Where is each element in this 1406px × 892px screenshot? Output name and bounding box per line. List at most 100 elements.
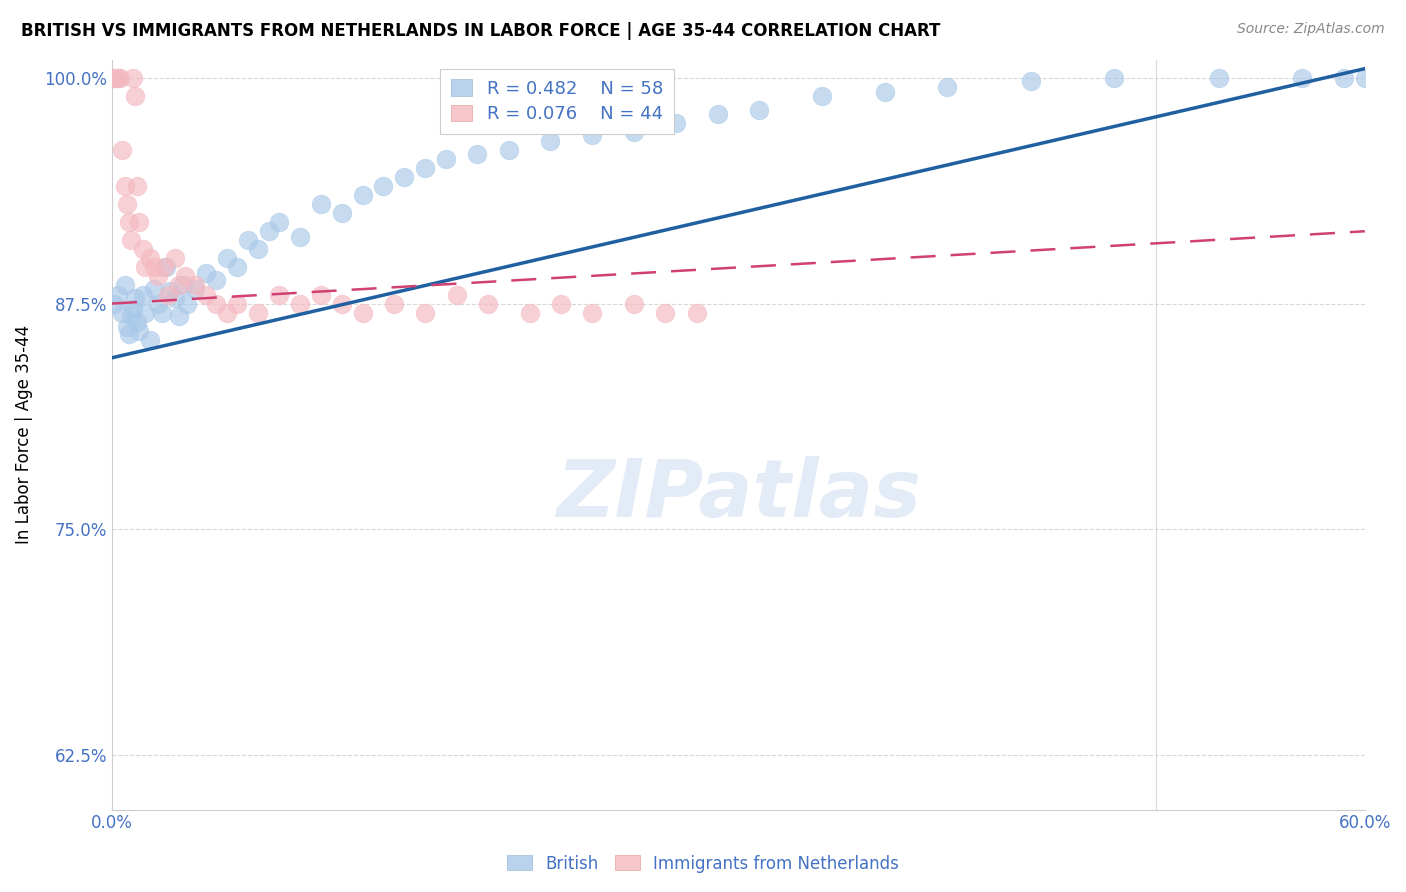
Point <box>352 188 374 202</box>
Point <box>138 252 160 266</box>
Point <box>121 301 143 316</box>
Legend: R = 0.482    N = 58, R = 0.076    N = 44: R = 0.482 N = 58, R = 0.076 N = 44 <box>440 69 673 134</box>
Point <box>226 296 249 310</box>
Point <box>103 70 125 85</box>
Point <box>226 260 249 275</box>
Point <box>1102 70 1125 85</box>
Point <box>936 79 959 94</box>
Point <box>125 315 148 329</box>
Point <box>434 152 457 166</box>
Point <box>267 215 290 229</box>
Point <box>194 287 217 301</box>
Point <box>748 103 770 118</box>
Point <box>111 305 134 319</box>
Point <box>128 215 150 229</box>
Point <box>132 243 155 257</box>
Point <box>623 125 645 139</box>
Point <box>288 296 311 310</box>
Point <box>685 305 707 319</box>
Point <box>115 197 138 211</box>
Point <box>706 107 728 121</box>
Point <box>215 252 238 266</box>
Point <box>467 146 489 161</box>
Point <box>107 70 129 85</box>
Point <box>125 179 148 194</box>
Point <box>413 161 436 175</box>
Point <box>176 296 198 310</box>
Point <box>120 233 142 247</box>
Point <box>157 287 180 301</box>
Point <box>167 309 190 323</box>
Point <box>115 320 138 334</box>
Point <box>107 287 129 301</box>
Point <box>167 278 190 293</box>
Point <box>142 260 165 275</box>
Point <box>103 296 125 310</box>
Point <box>330 206 353 220</box>
Point <box>118 327 141 342</box>
Point <box>477 296 499 310</box>
Point <box>665 116 688 130</box>
Text: ZIPatlas: ZIPatlas <box>555 456 921 533</box>
Text: BRITISH VS IMMIGRANTS FROM NETHERLANDS IN LABOR FORCE | AGE 35-44 CORRELATION CH: BRITISH VS IMMIGRANTS FROM NETHERLANDS I… <box>21 22 941 40</box>
Point <box>111 143 134 157</box>
Point <box>498 143 520 157</box>
Point <box>110 70 132 85</box>
Point <box>105 70 128 85</box>
Point <box>352 305 374 319</box>
Point <box>288 229 311 244</box>
Point <box>124 88 146 103</box>
Point <box>540 134 562 148</box>
Point <box>654 305 676 319</box>
Point <box>309 287 332 301</box>
Point <box>267 287 290 301</box>
Legend: British, Immigrants from Netherlands: British, Immigrants from Netherlands <box>501 848 905 880</box>
Point <box>114 179 136 194</box>
Point <box>1354 70 1376 85</box>
Point <box>1208 70 1230 85</box>
Point <box>581 305 603 319</box>
Point <box>550 296 572 310</box>
Point <box>163 291 186 305</box>
Point <box>132 287 155 301</box>
Point <box>811 88 834 103</box>
Point <box>159 284 181 298</box>
Point <box>1291 70 1313 85</box>
Text: Source: ZipAtlas.com: Source: ZipAtlas.com <box>1237 22 1385 37</box>
Point <box>247 243 270 257</box>
Point <box>205 296 228 310</box>
Point <box>247 305 270 319</box>
Point <box>146 296 169 310</box>
Point <box>519 305 541 319</box>
Point <box>309 197 332 211</box>
Point <box>121 70 143 85</box>
Point <box>174 269 197 284</box>
Point <box>1364 803 1386 817</box>
Point <box>150 305 173 319</box>
Point <box>394 169 416 184</box>
Point <box>215 305 238 319</box>
Y-axis label: In Labor Force | Age 35-44: In Labor Force | Age 35-44 <box>15 325 32 544</box>
Point <box>184 278 207 293</box>
Point <box>382 296 405 310</box>
Point <box>581 128 603 143</box>
Point <box>1019 74 1042 88</box>
Point <box>373 179 395 194</box>
Point <box>446 287 468 301</box>
Point <box>1333 70 1355 85</box>
Point <box>623 296 645 310</box>
Point <box>194 266 217 280</box>
Point <box>118 215 141 229</box>
Point <box>120 309 142 323</box>
Point <box>138 333 160 347</box>
Point <box>257 224 280 238</box>
Point <box>205 273 228 287</box>
Point <box>413 305 436 319</box>
Point <box>155 260 177 275</box>
Point <box>184 282 207 296</box>
Point <box>128 324 150 338</box>
Point <box>134 260 156 275</box>
Point <box>134 305 156 319</box>
Point <box>142 282 165 296</box>
Point <box>146 269 169 284</box>
